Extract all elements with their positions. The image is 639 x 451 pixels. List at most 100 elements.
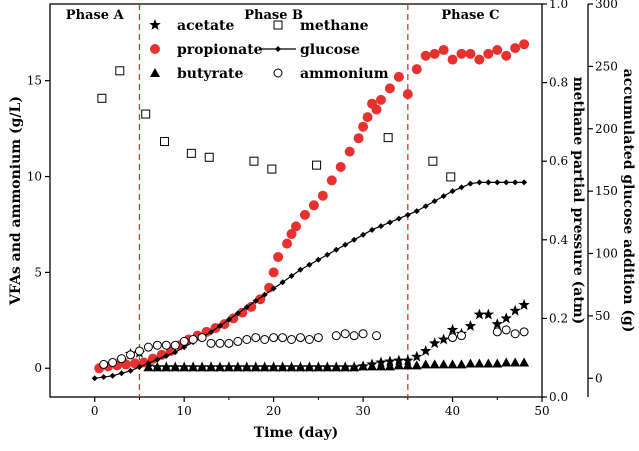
point-ammonium-19	[269, 333, 279, 343]
point-butyrate-33	[438, 359, 449, 369]
point-ammonium-16	[242, 334, 252, 344]
point-ammonium-13	[215, 338, 225, 348]
point-glucose-43	[476, 179, 483, 186]
point-glucose-13	[208, 329, 215, 336]
y-right2-axis-title: accumulated glucose addition (g)	[620, 69, 636, 333]
point-glucose-44	[485, 179, 492, 186]
point-methane-10	[428, 156, 438, 166]
x-tick-label-5: 50	[534, 404, 549, 418]
point-ammonium-26	[340, 329, 350, 339]
point-butyrate-6	[197, 362, 208, 372]
point-propionate-41	[420, 50, 431, 61]
plot-frame	[49, 3, 543, 398]
point-propionate-38	[393, 71, 404, 82]
point-ammonium-22	[295, 333, 305, 343]
legend-label-0: acetate	[177, 18, 235, 34]
point-butyrate-12	[250, 362, 261, 372]
point-glucose-23	[297, 266, 304, 273]
x-tick-label-4: 40	[445, 404, 460, 418]
point-glucose-26	[324, 251, 331, 258]
point-propionate-50	[501, 50, 512, 61]
point-butyrate-20	[322, 362, 333, 372]
x-tick-label-0: 0	[91, 404, 99, 418]
point-glucose-28	[342, 241, 349, 248]
point-butyrate-26	[375, 361, 386, 371]
point-glucose-34	[395, 215, 402, 222]
point-methane-1	[115, 66, 125, 76]
y-right2-tick-label-4: 200	[595, 122, 618, 136]
y-left-axis-title: VFAs and ammonium (g/L)	[8, 96, 24, 306]
point-propionate-27	[317, 190, 328, 201]
point-ammonium-6	[152, 340, 162, 350]
point-methane-0	[97, 93, 107, 103]
point-butyrate-36	[465, 358, 476, 368]
point-propionate-28	[326, 175, 337, 186]
point-butyrate-13	[259, 362, 270, 372]
y-right1-tick-label-0: 0.0	[549, 390, 568, 404]
point-ammonium-34	[510, 329, 520, 339]
point-propionate-4	[129, 358, 140, 369]
point-ammonium-27	[349, 331, 359, 341]
legend-marker-4	[150, 68, 160, 77]
point-butyrate-17	[295, 362, 306, 372]
point-ammonium-31	[456, 331, 466, 341]
point-propionate-29	[335, 161, 346, 172]
legend-label-1: methane	[300, 18, 369, 34]
point-butyrate-27	[384, 361, 395, 371]
point-propionate-7	[156, 349, 167, 360]
point-glucose-40	[449, 188, 456, 195]
y-right2-tick-label-6: 300	[595, 0, 618, 11]
point-butyrate-9	[223, 362, 234, 372]
point-butyrate-14	[268, 362, 279, 372]
point-ammonium-21	[287, 334, 297, 344]
point-glucose-16	[234, 310, 241, 317]
y-left-tick-label-2: 10	[27, 170, 42, 184]
point-propionate-23	[286, 229, 297, 240]
y-right1-tick-label-2: 0.4	[549, 233, 568, 247]
point-ammonium-7	[161, 340, 171, 350]
point-glucose-25	[315, 256, 322, 263]
point-methane-6	[249, 156, 259, 166]
point-methane-9	[383, 133, 393, 143]
phase-label-0: Phase A	[66, 8, 125, 23]
y-right1-tick-label-1: 0.2	[549, 311, 568, 325]
point-ammonium-33	[501, 325, 511, 335]
point-butyrate-41	[510, 357, 521, 367]
point-ammonium-24	[313, 333, 323, 343]
point-butyrate-39	[492, 358, 503, 368]
phase-label-1: Phase B	[244, 8, 303, 23]
point-propionate-42	[429, 48, 440, 59]
point-acetate-46	[509, 304, 521, 316]
legend-label-5: ammonium	[300, 66, 389, 82]
point-butyrate-7	[206, 362, 217, 372]
point-glucose-31	[369, 226, 376, 233]
y-right2-tick-label-2: 100	[595, 247, 618, 261]
point-ammonium-15	[233, 336, 243, 346]
point-ammonium-17	[251, 333, 261, 343]
legend-marker-1	[273, 20, 283, 30]
legend-marker-2	[150, 44, 160, 54]
point-methane-4	[186, 148, 196, 158]
point-propionate-40	[411, 64, 422, 75]
point-methane-11	[446, 172, 456, 182]
point-glucose-17	[243, 304, 250, 311]
point-glucose-48	[521, 179, 528, 186]
point-propionate-45	[456, 48, 467, 59]
point-glucose-5	[136, 364, 143, 371]
point-propionate-32	[358, 121, 369, 132]
point-butyrate-35	[456, 359, 467, 369]
point-glucose-7	[154, 356, 161, 363]
point-glucose-36	[413, 208, 420, 215]
point-glucose-18	[252, 297, 259, 304]
point-butyrate-5	[188, 362, 199, 372]
y-right1-axis-title: methane partial pressure (atm)	[570, 77, 586, 324]
point-butyrate-29	[402, 360, 413, 370]
point-glucose-32	[377, 223, 384, 230]
point-propionate-6	[147, 353, 158, 364]
point-ammonium-20	[278, 333, 288, 343]
point-propionate-35	[367, 98, 378, 109]
y-left-tick-label-3: 15	[27, 74, 42, 88]
point-glucose-27	[333, 246, 340, 253]
point-ammonium-14	[224, 338, 234, 348]
point-ammonium-10	[188, 334, 198, 344]
